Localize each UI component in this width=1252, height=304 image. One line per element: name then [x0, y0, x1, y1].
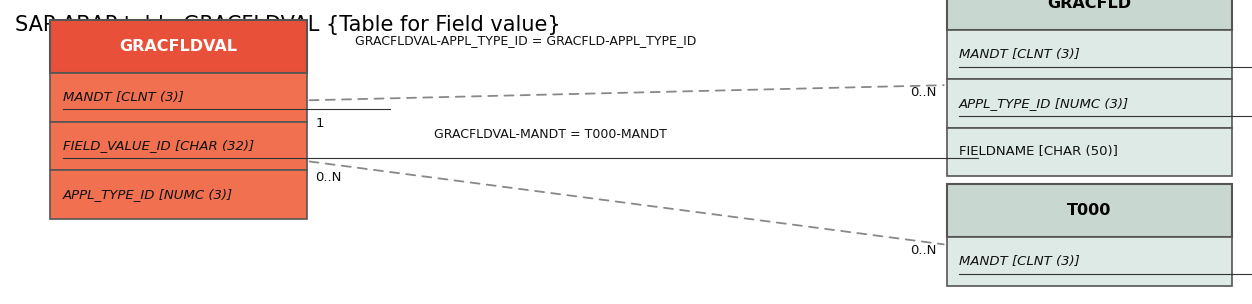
Text: FIELD_VALUE_ID [CHAR (32)]: FIELD_VALUE_ID [CHAR (32)] [63, 140, 254, 152]
Bar [947, 0, 1232, 30]
Text: GRACFLDVAL-APPL_TYPE_ID = GRACFLD-APPL_TYPE_ID: GRACFLDVAL-APPL_TYPE_ID = GRACFLD-APPL_T… [356, 34, 696, 47]
Text: MANDT [CLNT (3)]: MANDT [CLNT (3)] [959, 48, 1079, 61]
Text: SAP ABAP table GRACFLDVAL {Table for Field value}: SAP ABAP table GRACFLDVAL {Table for Fie… [15, 15, 561, 35]
Text: GRACFLDVAL-MANDT = T000-MANDT: GRACFLDVAL-MANDT = T000-MANDT [434, 128, 667, 141]
Text: APPL_TYPE_ID [NUMC (3)]: APPL_TYPE_ID [NUMC (3)] [959, 97, 1129, 110]
Text: 1: 1 [316, 117, 324, 130]
Text: GRACFLD: GRACFLD [1047, 0, 1132, 11]
Text: 0..N: 0..N [910, 86, 936, 99]
Text: 0..N: 0..N [910, 244, 936, 257]
Bar [947, 184, 1232, 237]
Bar [947, 237, 1232, 286]
Bar [947, 30, 1232, 79]
Bar [50, 170, 307, 219]
Text: APPL_TYPE_ID [NUMC (3)]: APPL_TYPE_ID [NUMC (3)] [63, 188, 233, 201]
Bar [50, 20, 307, 73]
Bar [947, 128, 1232, 176]
Text: 0..N: 0..N [316, 171, 342, 184]
Text: MANDT [CLNT (3)]: MANDT [CLNT (3)] [959, 255, 1079, 268]
Text: GRACFLDVAL: GRACFLDVAL [119, 39, 238, 54]
Bar [947, 79, 1232, 128]
Bar [50, 122, 307, 170]
Text: MANDT [CLNT (3)]: MANDT [CLNT (3)] [63, 91, 183, 104]
Text: FIELDNAME [CHAR (50)]: FIELDNAME [CHAR (50)] [959, 146, 1118, 158]
Bar [50, 73, 307, 122]
Text: T000: T000 [1067, 203, 1112, 218]
